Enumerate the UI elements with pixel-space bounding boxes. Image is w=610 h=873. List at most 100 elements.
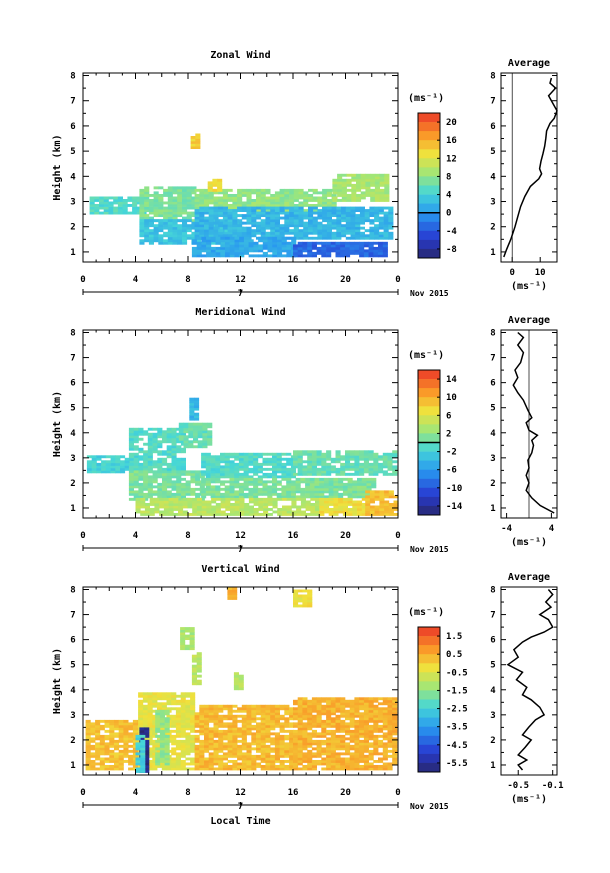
heatmap-cell (138, 462, 144, 466)
heatmap-cell (260, 206, 266, 210)
heatmap-cell (356, 178, 362, 182)
heatmap-cell (363, 457, 369, 461)
heatmap-cell (349, 757, 355, 761)
heatmap-cell (366, 487, 372, 491)
heatmap-cell (180, 717, 186, 721)
heatmap-cell (293, 744, 299, 748)
heatmap-cell (373, 249, 379, 253)
heatmap-cell (378, 209, 384, 212)
heatmap-cell (291, 239, 297, 243)
heatmap-cell (352, 487, 358, 491)
heatmap-cell (276, 480, 282, 484)
heatmap-cell (243, 251, 249, 255)
heatmap-cell (369, 234, 375, 238)
heatmap-cell (373, 460, 379, 464)
heatmap-cell (345, 216, 351, 220)
heatmap-cell (279, 707, 285, 711)
heatmap-cell (354, 760, 360, 763)
heatmap-cell (167, 186, 173, 190)
heatmap-cell (335, 762, 341, 766)
heatmap-cell (192, 510, 198, 514)
heatmap-cell (158, 211, 164, 215)
heatmap-cell (157, 495, 163, 499)
heatmap-cell (85, 737, 91, 741)
heatmap-cell (307, 767, 313, 771)
heatmap-cell (305, 487, 311, 491)
heatmap-cell (257, 480, 263, 484)
heatmap-cell (180, 460, 186, 464)
heatmap-cell (361, 513, 367, 516)
heatmap-cell (197, 425, 203, 429)
heatmap-cell (189, 400, 195, 404)
heatmap-cell (300, 477, 306, 481)
heatmap-cell (99, 206, 105, 210)
heatmap-cell (190, 146, 196, 149)
heatmap-cell (135, 752, 141, 756)
heatmap-cell (95, 757, 101, 761)
heatmap-cell (272, 482, 278, 486)
heatmap-cell (144, 732, 150, 736)
heatmap-cell (361, 497, 367, 501)
heatmap-cell (382, 767, 388, 771)
heatmap-cell (220, 513, 226, 516)
heatmap-cell (161, 694, 167, 698)
heatmap-cell (300, 480, 306, 484)
heatmap-cell (185, 480, 191, 484)
heatmap-cell (336, 226, 342, 230)
heatmap-cell (354, 744, 360, 748)
heatmap-cell (281, 485, 287, 489)
heatmap-cell (190, 742, 196, 746)
heatmap-cell (326, 702, 332, 706)
heatmap-cell (251, 234, 257, 238)
heatmap-cell (312, 191, 318, 195)
heatmap-cell (241, 754, 247, 758)
heatmap-cell (103, 201, 109, 205)
heatmap-cell (133, 460, 139, 464)
heatmap-cell (122, 209, 128, 212)
heatmap-cell (258, 513, 264, 516)
heatmap-cell (186, 214, 192, 217)
heatmap-cell (341, 191, 347, 195)
colorbar-segment (418, 406, 440, 416)
heatmap-cell (382, 460, 388, 464)
heatmap-cell (212, 188, 218, 192)
heatmap-cell (167, 214, 173, 217)
heatmap-cell (190, 712, 196, 716)
heatmap-cell (303, 191, 309, 195)
heatmap-cell (316, 697, 322, 701)
heatmap-cell (270, 757, 276, 761)
heatmap-cell (229, 477, 235, 481)
heatmap-cell (379, 196, 385, 200)
heatmap-cell (286, 236, 292, 240)
heatmap-cell (147, 699, 153, 703)
heatmap-cell (91, 467, 97, 471)
heatmap-cell (177, 196, 183, 200)
heatmap-cell (208, 216, 214, 220)
heatmap-cell (186, 188, 192, 192)
heatmap-cell (154, 510, 160, 514)
heatmap-cell (332, 199, 338, 202)
heatmap-cell (155, 747, 161, 751)
heatmap-cell (305, 505, 311, 509)
heatmap-cell (337, 176, 343, 180)
heatmap-cell (326, 717, 332, 721)
heatmap-cell (363, 742, 369, 746)
heatmap-cell (316, 722, 322, 726)
heatmap-cell (324, 490, 330, 494)
heatmap-cell (237, 744, 243, 748)
heatmap-cell (359, 732, 365, 736)
heatmap-cell (195, 492, 201, 496)
heatmap-cell (163, 500, 169, 504)
heatmap-cell (201, 236, 207, 240)
heatmap-cell (373, 722, 379, 726)
heatmap-cell (147, 697, 153, 701)
heatmap-cell (326, 219, 332, 223)
heatmap-cell (365, 194, 371, 197)
heatmap-cell (243, 472, 249, 476)
heatmap-cell (140, 757, 146, 761)
heatmap-cell (345, 231, 351, 235)
heatmap-cell (222, 199, 228, 202)
heatmap-cell (243, 485, 249, 489)
heatmap-cell (251, 229, 257, 233)
heatmap-cell (267, 467, 273, 471)
